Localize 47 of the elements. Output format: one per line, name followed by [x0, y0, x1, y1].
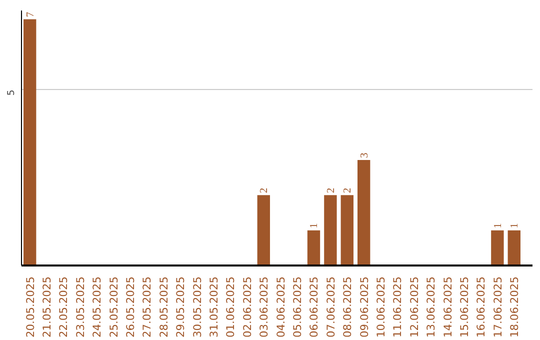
data-label: 7 [25, 11, 36, 18]
x-tick-label: 07.06.2025 [324, 276, 338, 338]
x-tick-label: 05.06.2025 [291, 276, 304, 338]
x-tick-label: 31.05.2025 [208, 276, 221, 338]
x-tick-label: 28.05.2025 [157, 276, 170, 338]
x-tick-label: 24.05.2025 [90, 276, 104, 338]
x-tick-label: 11.06.2025 [391, 276, 404, 338]
x-tick-label: 01.06.2025 [224, 276, 238, 338]
x-tick-label: 14.06.2025 [441, 276, 454, 338]
bar [24, 19, 36, 266]
x-tick-label: 18.06.2025 [508, 276, 522, 338]
x-tick-label: 12.06.2025 [408, 276, 421, 338]
x-tick-label: 06.06.2025 [308, 276, 321, 338]
x-tick-label: 27.05.2025 [140, 276, 154, 338]
x-tick-label: 16.06.2025 [474, 276, 488, 338]
x-tick-label: 29.05.2025 [174, 276, 188, 338]
x-tick-label: 03.06.2025 [258, 276, 271, 338]
x-tick-label: 15.06.2025 [458, 276, 472, 338]
bar [357, 160, 370, 266]
x-tick-label: 20.05.2025 [24, 276, 37, 338]
data-label: 2 [326, 188, 337, 194]
data-label: 2 [259, 188, 270, 194]
data-label: 1 [309, 223, 320, 228]
data-label: 2 [342, 188, 354, 194]
x-tick-label: 08.06.2025 [341, 276, 354, 338]
x-tick-label: 22.05.2025 [57, 276, 70, 338]
bar [340, 195, 354, 266]
x-tick-label: 02.06.2025 [240, 276, 254, 338]
bar [257, 195, 270, 266]
data-label: 3 [359, 152, 370, 158]
bar [508, 230, 520, 266]
x-tick-label: 04.06.2025 [274, 276, 288, 338]
y-tick-label: 5 [6, 90, 17, 96]
x-tick-label: 30.05.2025 [190, 276, 204, 338]
x-tick-label: 26.05.2025 [124, 276, 138, 338]
bar [491, 230, 504, 266]
x-tick-label: 13.06.2025 [424, 276, 438, 338]
data-label: 1 [492, 223, 504, 228]
x-tick-label: 10.06.2025 [374, 276, 388, 338]
bar [307, 230, 320, 266]
data-label: 1 [510, 223, 521, 228]
x-tick-label: 21.05.2025 [40, 276, 54, 338]
x-tick-label: 23.05.2025 [74, 276, 87, 338]
x-tick-label: 17.06.2025 [491, 276, 504, 338]
bar [324, 195, 337, 266]
x-tick-label: 09.06.2025 [358, 276, 371, 338]
x-tick-label: 25.05.2025 [107, 276, 120, 338]
